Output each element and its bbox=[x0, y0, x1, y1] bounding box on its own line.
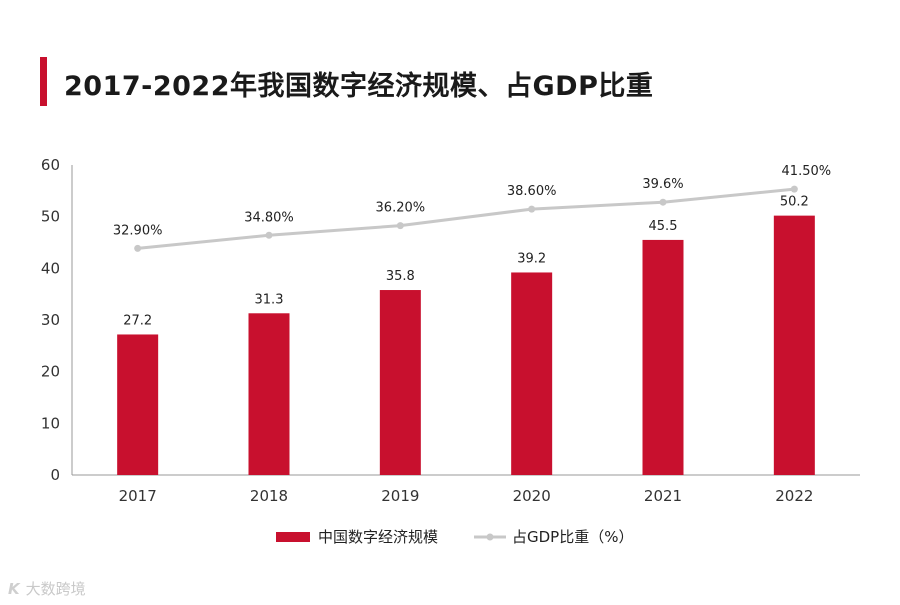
bar-value-label: 27.2 bbox=[123, 313, 152, 328]
legend-swatch-bar bbox=[276, 532, 310, 542]
gdp-share-label: 39.6% bbox=[642, 177, 683, 192]
bar-value-label: 35.8 bbox=[386, 269, 415, 284]
legend-label-line: 占GDP比重（%） bbox=[512, 528, 633, 546]
legend-swatch-marker bbox=[486, 533, 494, 541]
watermark-text: 大数跨境 bbox=[25, 580, 86, 598]
bar-2020 bbox=[511, 272, 553, 475]
bar-2022 bbox=[773, 215, 815, 475]
x-tick-label: 2020 bbox=[513, 487, 551, 505]
gdp-share-label: 36.20% bbox=[376, 201, 426, 216]
gdp-share-label: 32.90% bbox=[113, 223, 163, 238]
x-tick-label: 2019 bbox=[381, 487, 419, 505]
y-tick-label: 30 bbox=[41, 311, 60, 329]
y-tick-label: 20 bbox=[41, 363, 60, 381]
gdp-share-label: 34.80% bbox=[244, 210, 294, 225]
y-tick-label: 40 bbox=[41, 259, 60, 277]
watermark: K 大数跨境 bbox=[8, 578, 86, 599]
title-accent-bar bbox=[40, 57, 47, 106]
gdp-share-point-2017 bbox=[134, 244, 142, 252]
bar-2021 bbox=[642, 239, 684, 475]
gdp-share-label: 38.60% bbox=[507, 184, 557, 199]
bar-value-label: 45.5 bbox=[649, 219, 678, 234]
y-tick-label: 60 bbox=[41, 156, 60, 174]
bar-2017 bbox=[117, 334, 159, 475]
gdp-share-point-2019 bbox=[396, 222, 404, 230]
gdp-share-point-2020 bbox=[528, 205, 536, 213]
watermark-logo-icon: K bbox=[8, 580, 20, 598]
y-tick-label: 50 bbox=[41, 208, 60, 226]
x-tick-label: 2018 bbox=[250, 487, 288, 505]
y-tick-label: 10 bbox=[41, 414, 60, 432]
bar-value-label: 31.3 bbox=[255, 292, 284, 307]
gdp-share-point-2018 bbox=[265, 231, 273, 239]
bar-value-label: 50.2 bbox=[780, 195, 809, 210]
x-tick-label: 2022 bbox=[775, 487, 813, 505]
x-tick-label: 2017 bbox=[119, 487, 157, 505]
y-tick-label: 0 bbox=[50, 466, 60, 484]
gdp-share-point-2022 bbox=[790, 185, 798, 193]
chart-title: 2017-2022年我国数字经济规模、占GDP比重 bbox=[64, 71, 654, 102]
bar-value-label: 39.2 bbox=[517, 251, 546, 266]
x-tick-label: 2021 bbox=[644, 487, 682, 505]
gdp-share-label: 41.50% bbox=[782, 164, 832, 179]
legend-label-bar: 中国数字经济规模 bbox=[318, 528, 438, 546]
gdp-share-point-2021 bbox=[659, 198, 667, 206]
bar-2019 bbox=[379, 290, 421, 475]
gdp-share-line bbox=[137, 187, 795, 250]
bar-2018 bbox=[248, 313, 290, 475]
